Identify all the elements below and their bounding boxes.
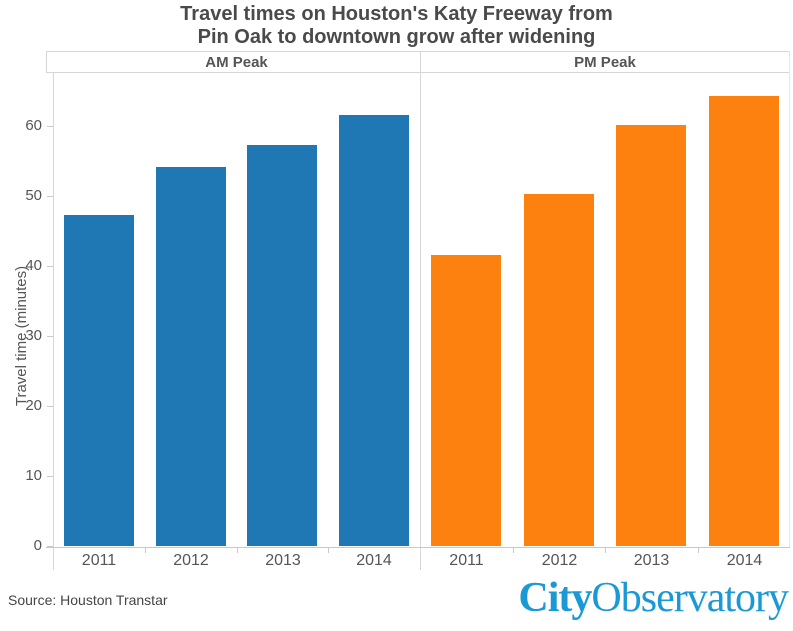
x-category-label: 2013 xyxy=(265,552,301,569)
y-tick-mark xyxy=(47,336,53,337)
panel-divider-line xyxy=(420,51,421,570)
y-tick-label: 40 xyxy=(25,257,42,274)
y-tick-mark xyxy=(47,476,53,477)
x-category-label: 2011 xyxy=(449,552,484,569)
x-category-label: 2013 xyxy=(633,552,670,569)
brand-logo-city: City xyxy=(518,575,592,621)
y-tick-label: 50 xyxy=(25,187,42,204)
chart-title: Travel times on Houston's Katy Freeway f… xyxy=(0,3,793,49)
x-category-label: 2011 xyxy=(81,552,117,569)
y-tick-mark xyxy=(47,196,53,197)
x-category-label: 2012 xyxy=(173,552,209,569)
x-tick-mark xyxy=(605,548,606,553)
bar-am-2014[interactable] xyxy=(339,115,409,546)
y-tick-label: 60 xyxy=(25,117,42,134)
x-tick-mark xyxy=(513,548,514,553)
y-tick-label: 30 xyxy=(25,327,42,344)
brand-logo-observatory: Observatory xyxy=(591,575,789,621)
x-category-label: 2012 xyxy=(541,552,578,569)
y-tick-label: 10 xyxy=(25,467,42,484)
bar-pm-2012[interactable] xyxy=(524,194,594,546)
source-note: Source: Houston Transtar xyxy=(8,592,168,608)
x-tick-mark xyxy=(237,548,238,553)
x-tick-mark xyxy=(698,548,699,553)
bar-am-2012[interactable] xyxy=(156,167,226,546)
plot-left-border xyxy=(53,73,54,570)
y-tick-mark xyxy=(47,126,53,127)
x-category-label: 2014 xyxy=(726,552,763,569)
brand-logo: CityObservatory xyxy=(518,574,789,622)
y-tick-label: 20 xyxy=(25,397,42,414)
x-tick-mark xyxy=(328,548,329,553)
bar-pm-2014[interactable] xyxy=(709,96,779,546)
y-tick-mark xyxy=(47,546,53,547)
x-category-label: 2014 xyxy=(356,552,392,569)
y-tick-mark xyxy=(47,266,53,267)
bar-pm-2011[interactable] xyxy=(431,255,501,546)
y-tick-label: 0 xyxy=(33,537,42,554)
bar-am-2013[interactable] xyxy=(247,145,317,546)
chart-title-line1: Travel times on Houston's Katy Freeway f… xyxy=(180,3,613,25)
chart-title-line2: Pin Oak to downtown grow after widening xyxy=(197,26,596,48)
x-tick-mark xyxy=(145,548,146,553)
panel-header-am: AM Peak xyxy=(205,54,268,71)
bar-pm-2013[interactable] xyxy=(616,125,686,546)
panel-header-pm: PM Peak xyxy=(574,54,636,71)
y-tick-mark xyxy=(47,406,53,407)
bar-am-2011[interactable] xyxy=(64,215,134,546)
plot-right-border xyxy=(789,51,790,547)
x-axis-line xyxy=(46,547,790,548)
